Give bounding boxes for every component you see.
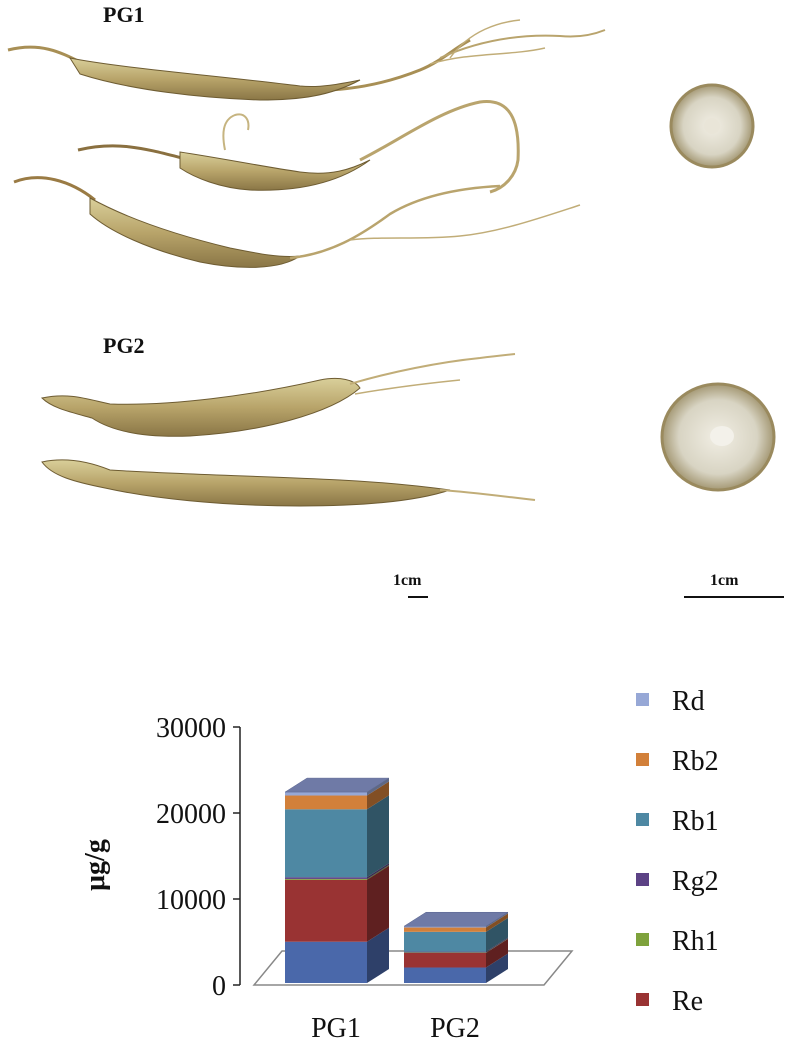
- scale-bar-cross: [684, 596, 784, 598]
- y-tick-label: 20000: [156, 799, 226, 830]
- chart-floor: [252, 950, 574, 986]
- bar-segment-pg2-re: [404, 952, 486, 968]
- scale-label-cross: 1cm: [710, 572, 739, 589]
- pg2-root-1: [40, 353, 516, 437]
- legend-label-rg2: Rg2: [672, 866, 719, 897]
- bar-side-pg1-rg1: [367, 927, 389, 983]
- bar-side-pg2-rd: [486, 912, 508, 928]
- legend-label-re: Re: [672, 986, 703, 1017]
- photo-label-pg1: PG1: [103, 2, 145, 27]
- photo-panel: PG1 PG2: [7, 2, 784, 598]
- legend-swatch-rh1: [636, 933, 649, 946]
- pg1-cross-section: [669, 83, 755, 169]
- pg2-root-2: [41, 459, 536, 507]
- x-tick-label-pg2: PG2: [430, 1013, 480, 1043]
- bar-segment-pg1-rd: [285, 792, 367, 796]
- y-tick-label: 0: [212, 971, 226, 1002]
- legend-swatch-rb1: [636, 813, 649, 826]
- bar-side-pg2-rb2: [486, 913, 508, 932]
- x-tick-label-pg1: PG1: [311, 1013, 361, 1043]
- bar-segment-pg2-rg2: [404, 951, 486, 953]
- bar-side-pg2-re: [486, 938, 508, 968]
- bar-segment-pg2-rb2: [404, 927, 486, 932]
- bar-top-pg2: [403, 911, 509, 927]
- bar-side-pg1-rg2: [367, 863, 389, 879]
- bar-segment-pg1-rb2: [285, 795, 367, 810]
- bar-top-pg1: [284, 777, 390, 793]
- bar-segment-pg2-rd: [404, 926, 486, 928]
- legend-swatch-rg2: [636, 873, 649, 886]
- photo-label-pg2: PG2: [103, 333, 145, 358]
- pg1-root-2: [77, 100, 520, 194]
- bar-segment-pg1-rg2: [285, 877, 367, 879]
- bar-side-pg1-rb2: [367, 781, 389, 810]
- pg1-root-1: [7, 19, 606, 101]
- scale-bar-root: [408, 596, 428, 598]
- scale-label-root: 1cm: [393, 572, 422, 589]
- bar-segment-pg1-rh1: [285, 878, 367, 880]
- bar-side-pg2-rh1: [486, 938, 508, 953]
- bar-segment-pg1-rg1: [285, 941, 367, 983]
- legend-swatch-rd: [636, 693, 649, 706]
- pg2-cross-section: [660, 382, 776, 492]
- bar-segment-pg2-rg1: [404, 967, 486, 983]
- root-photo-illustration: [7, 19, 776, 507]
- bar-segment-pg1-re: [285, 879, 367, 942]
- bar-side-pg1-rh1: [367, 864, 389, 880]
- legend-label-rd: Rd: [672, 686, 705, 717]
- bar-side-pg2-rb1: [486, 917, 508, 952]
- bar-side-pg2-rg2: [486, 937, 508, 953]
- y-axis-label: μg/g: [80, 839, 111, 891]
- legend-label-rb2: Rb2: [672, 746, 719, 777]
- bar-side-pg1-rb1: [367, 795, 389, 878]
- legend-swatch-rb2: [636, 753, 649, 766]
- bar-side-pg2-rg1: [486, 953, 508, 983]
- bar-segment-pg2-rb1: [404, 931, 486, 952]
- bar-side-pg1-re: [367, 865, 389, 942]
- bar-segment-pg1-rb1: [285, 809, 367, 878]
- y-tick-label: 10000: [156, 885, 226, 916]
- pg1-root-3: [13, 176, 581, 268]
- y-tick-label: 30000: [156, 713, 226, 744]
- legend-label-rb1: Rb1: [672, 806, 719, 837]
- bar-side-pg1-rd: [367, 778, 389, 796]
- legend-swatch-re: [636, 993, 649, 1006]
- legend-label-rh1: Rh1: [672, 926, 719, 957]
